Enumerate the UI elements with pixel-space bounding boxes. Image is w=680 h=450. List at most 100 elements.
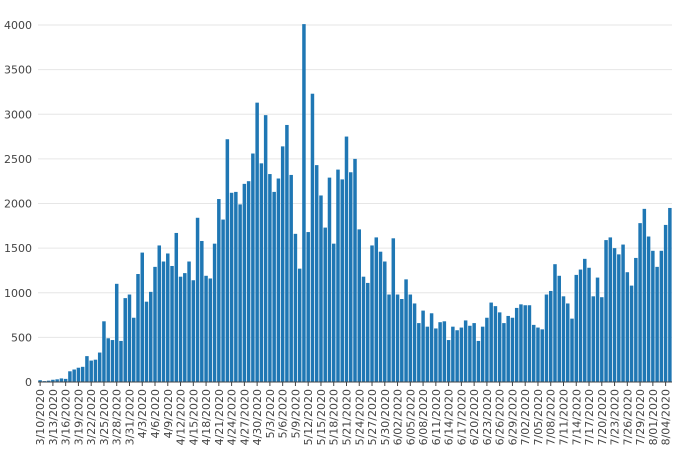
x-tick-label: 5/30/2020	[379, 389, 392, 445]
bar	[306, 232, 310, 382]
bar	[527, 305, 532, 382]
x-tick-label: 3/25/2020	[98, 389, 111, 445]
bar	[383, 261, 387, 382]
bar	[621, 244, 625, 382]
x-tick-label: 3/16/2020	[60, 389, 73, 445]
bar	[463, 320, 468, 382]
bar	[600, 297, 604, 382]
bar	[293, 233, 298, 382]
bar	[166, 253, 170, 382]
bar	[387, 294, 391, 382]
bar	[68, 371, 72, 382]
x-tick-label: 3/31/2020	[123, 389, 136, 445]
bar	[668, 207, 672, 382]
bar	[519, 304, 523, 382]
x-tick-label: 7/26/2020	[621, 389, 634, 445]
bar	[417, 323, 421, 382]
bar	[276, 178, 281, 382]
x-tick-label: 7/20/2020	[596, 389, 609, 445]
bar	[480, 326, 485, 382]
x-tick-label: 8/04/2020	[660, 389, 673, 445]
x-tick-label: 7/05/2020	[532, 389, 545, 445]
bar	[263, 115, 268, 382]
bar	[642, 208, 647, 382]
bar	[59, 378, 64, 382]
x-tick-label: 4/24/2020	[226, 389, 239, 445]
bar	[200, 240, 204, 382]
bar	[404, 279, 408, 382]
bar	[591, 296, 596, 382]
x-tick-label: 4/12/2020	[175, 389, 188, 445]
x-tick-label: 6/02/2020	[392, 389, 405, 445]
bar	[119, 340, 123, 382]
bars	[38, 24, 672, 383]
bar	[438, 322, 442, 382]
x-tick-label: 4/3/2020	[136, 389, 149, 438]
bar	[366, 282, 370, 382]
y-tick-label: 2000	[4, 198, 32, 211]
bar	[80, 366, 85, 382]
bar	[204, 275, 208, 382]
bar	[548, 290, 553, 382]
bar	[195, 217, 200, 382]
x-tick-label: 3/13/2020	[47, 389, 60, 445]
bar	[153, 266, 157, 382]
x-tick-label: 7/29/2020	[634, 389, 647, 445]
bar	[485, 317, 489, 382]
x-tick-label: 4/6/2020	[149, 389, 162, 438]
bar	[110, 340, 115, 382]
bar	[604, 240, 608, 382]
bar	[76, 367, 81, 382]
bar	[408, 294, 413, 382]
bar	[85, 356, 89, 382]
bar	[268, 174, 272, 382]
x-tick-label: 7/08/2020	[545, 389, 558, 445]
x-tick-label: 7/17/2020	[583, 389, 596, 445]
y-tick-label: 4000	[4, 19, 32, 32]
bar	[502, 323, 506, 382]
y-tick-label: 3000	[4, 108, 32, 121]
bar	[187, 261, 191, 382]
bar	[659, 250, 664, 382]
x-tick-label: 6/11/2020	[430, 389, 443, 445]
bar	[217, 199, 221, 382]
y-tick-label: 500	[11, 331, 32, 344]
bar	[625, 272, 630, 382]
bar	[451, 326, 455, 382]
bar	[127, 294, 132, 382]
bar	[536, 327, 540, 382]
bar	[608, 237, 613, 382]
bar	[72, 369, 76, 382]
bar	[583, 258, 587, 382]
bar	[238, 204, 242, 382]
x-tick-label: 5/15/2020	[315, 389, 328, 445]
y-tick-label: 2500	[4, 153, 32, 166]
bar	[157, 245, 162, 382]
bar	[651, 250, 655, 382]
x-tick-label: 3/28/2020	[111, 389, 124, 445]
x-tick-label: 6/29/2020	[506, 389, 519, 445]
bar	[289, 174, 293, 382]
bar	[51, 379, 55, 382]
bar	[114, 283, 119, 382]
bar	[455, 330, 459, 382]
bar	[229, 192, 234, 382]
bar	[425, 326, 430, 382]
bar	[510, 317, 515, 382]
bar	[429, 313, 434, 382]
bar	[446, 340, 451, 382]
bar	[242, 183, 247, 382]
bar	[93, 359, 98, 382]
bar	[566, 303, 570, 382]
bar	[344, 136, 349, 382]
y-tick-label: 1000	[4, 287, 32, 300]
bar	[412, 303, 417, 382]
bar	[574, 274, 579, 382]
x-tick-label: 6/23/2020	[481, 389, 494, 445]
bar	[183, 273, 187, 382]
x-tick-label: 5/27/2020	[366, 389, 379, 445]
bar	[561, 296, 566, 382]
bar	[523, 305, 527, 382]
bar	[544, 294, 549, 382]
x-tick-label: 6/20/2020	[468, 389, 481, 445]
